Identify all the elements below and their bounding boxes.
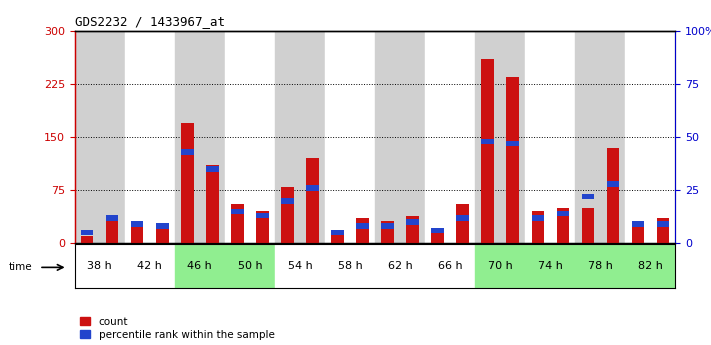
Bar <box>206 166 218 172</box>
Text: GDS2232 / 1433967_at: GDS2232 / 1433967_at <box>75 16 225 29</box>
Bar <box>124 31 175 243</box>
Bar <box>432 228 444 243</box>
Bar <box>131 224 144 243</box>
Bar <box>425 244 475 288</box>
Bar <box>106 218 119 243</box>
Bar <box>381 224 394 229</box>
Bar <box>425 31 475 243</box>
Text: 62 h: 62 h <box>387 261 412 271</box>
Bar <box>381 220 394 243</box>
Bar <box>375 31 425 243</box>
Bar <box>181 149 193 155</box>
Bar <box>356 218 369 243</box>
Bar <box>626 31 675 243</box>
Text: 54 h: 54 h <box>287 261 312 271</box>
Bar <box>506 141 519 146</box>
Bar <box>432 228 444 233</box>
Bar <box>557 208 569 243</box>
Bar <box>181 123 193 243</box>
Bar <box>481 59 494 243</box>
Bar <box>557 211 569 216</box>
Bar <box>657 221 669 227</box>
Bar <box>407 219 419 225</box>
Bar <box>281 198 294 204</box>
Bar <box>525 244 575 288</box>
Bar <box>175 244 225 288</box>
Bar <box>231 204 244 243</box>
Bar <box>231 209 244 214</box>
Bar <box>75 244 124 288</box>
Text: 46 h: 46 h <box>188 261 212 271</box>
Text: time: time <box>9 263 32 272</box>
Bar <box>206 166 218 243</box>
Bar <box>131 221 144 227</box>
Bar <box>331 230 343 235</box>
Bar <box>456 215 469 220</box>
Bar <box>631 221 644 227</box>
Text: 74 h: 74 h <box>538 261 562 271</box>
Bar <box>124 244 175 288</box>
Bar <box>156 228 169 243</box>
Bar <box>575 31 626 243</box>
Bar <box>175 31 225 243</box>
Text: 82 h: 82 h <box>638 261 663 271</box>
Bar <box>657 218 669 243</box>
Bar <box>331 233 343 243</box>
Bar <box>81 230 93 235</box>
Bar <box>475 31 525 243</box>
Bar <box>325 244 375 288</box>
Bar <box>525 31 575 243</box>
Bar <box>275 244 325 288</box>
Bar <box>626 244 675 288</box>
Bar <box>456 204 469 243</box>
Bar <box>275 31 325 243</box>
Bar <box>281 187 294 243</box>
Bar <box>582 208 594 243</box>
Bar <box>606 148 619 243</box>
Legend: count, percentile rank within the sample: count, percentile rank within the sample <box>80 317 274 340</box>
Bar <box>256 211 269 243</box>
Text: 42 h: 42 h <box>137 261 162 271</box>
Bar <box>375 244 425 288</box>
Text: 70 h: 70 h <box>488 261 513 271</box>
Bar <box>582 194 594 199</box>
Text: 58 h: 58 h <box>338 261 363 271</box>
Text: 78 h: 78 h <box>588 261 613 271</box>
Bar <box>106 215 119 220</box>
Bar <box>481 139 494 144</box>
Bar <box>306 185 319 191</box>
Bar <box>506 77 519 243</box>
Bar <box>631 220 644 243</box>
Bar <box>575 244 626 288</box>
Bar <box>606 181 619 187</box>
Text: 38 h: 38 h <box>87 261 112 271</box>
Bar <box>532 211 544 243</box>
Bar <box>156 224 169 229</box>
Text: 50 h: 50 h <box>237 261 262 271</box>
Text: 66 h: 66 h <box>438 261 462 271</box>
Bar <box>532 215 544 220</box>
Bar <box>356 224 369 229</box>
Bar <box>475 244 525 288</box>
Bar <box>75 31 124 243</box>
Bar <box>325 31 375 243</box>
Bar <box>225 31 275 243</box>
Bar <box>306 158 319 243</box>
Bar <box>407 216 419 243</box>
Bar <box>256 213 269 218</box>
Bar <box>225 244 275 288</box>
Bar <box>81 236 93 243</box>
